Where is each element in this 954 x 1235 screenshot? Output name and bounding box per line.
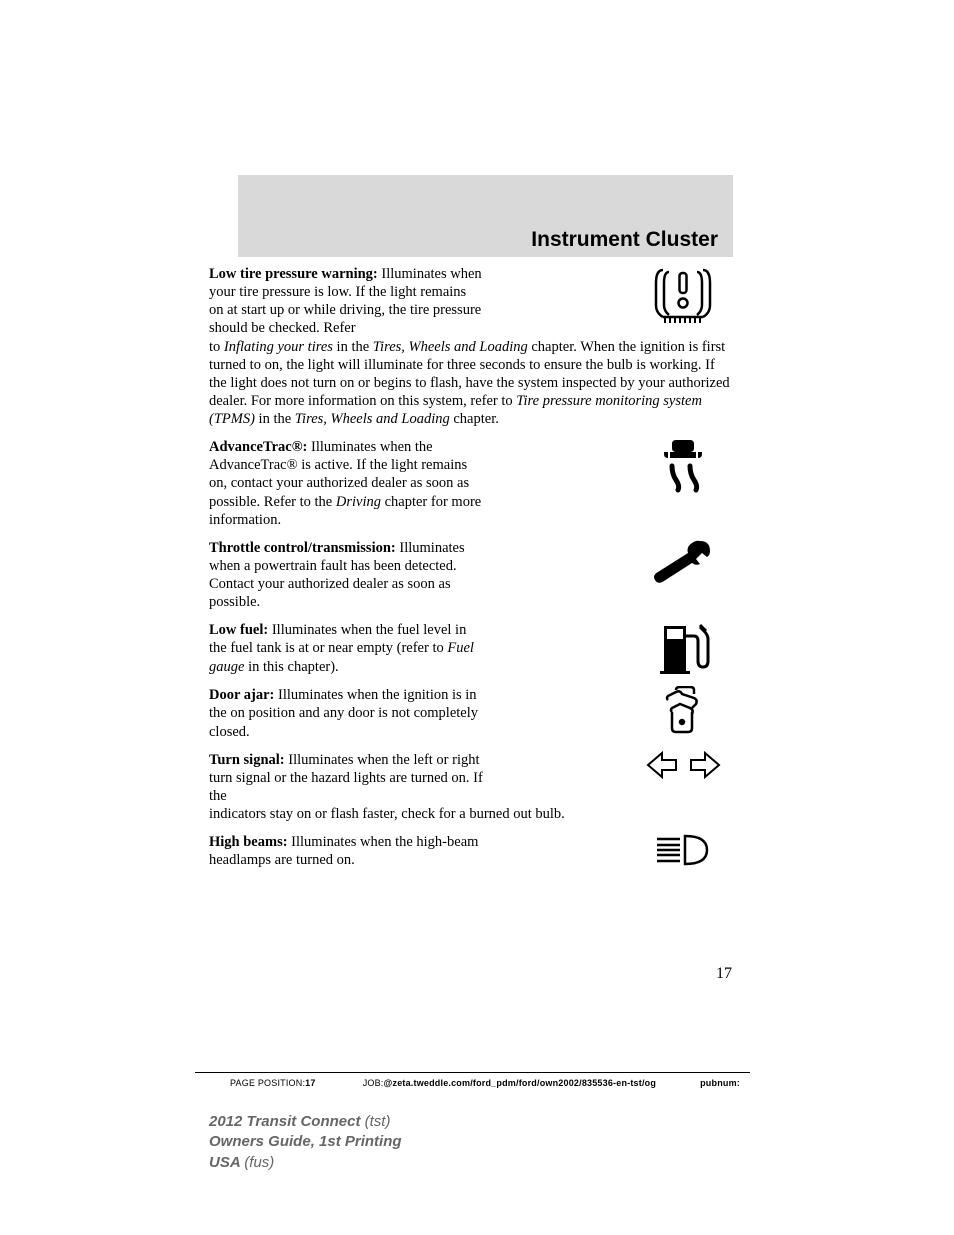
page-content: Low tire pressure warning: Illuminates w… (209, 265, 733, 879)
entry-text: Low tire pressure warning: Illuminates w… (209, 265, 484, 338)
entry-text: Door ajar: Illuminates when the ignition… (209, 686, 484, 740)
entry-continuation: to Inflating your tires in the Tires, Wh… (209, 338, 733, 429)
high-beam-icon (633, 833, 733, 867)
entry-title: Throttle control/transmission: (209, 540, 396, 556)
entry-title: AdvanceTrac®: (209, 439, 307, 455)
entry-text: Turn signal: Illuminates when the left o… (209, 751, 484, 805)
entry-door-ajar: Door ajar: Illuminates when the ignition… (209, 686, 733, 740)
entry-text: Low fuel: Illuminates when the fuel leve… (209, 621, 484, 675)
footer-title: 2012 Transit Connect (tst) Owners Guide,… (209, 1112, 402, 1173)
page-number: 17 (716, 965, 732, 983)
entry-title: Turn signal: (209, 752, 285, 768)
footer-rule (195, 1072, 750, 1073)
tpms-icon (633, 265, 733, 327)
entry-text: Throttle control/transmission: Illuminat… (209, 539, 484, 612)
entry-high-beams: High beams: Illuminates when the high-be… (209, 833, 733, 869)
entry-title: Door ajar: (209, 687, 274, 703)
wrench-icon (633, 539, 733, 584)
section-title: Instrument Cluster (238, 228, 733, 252)
footer-metadata: PAGE POSITION: 17 JOB: @zeta.tweddle.com… (230, 1078, 740, 1088)
turn-signal-icon (633, 751, 733, 779)
entry-throttle: Throttle control/transmission: Illuminat… (209, 539, 733, 612)
entry-advancetrac: AdvanceTrac®: Illuminates when the Advan… (209, 438, 733, 529)
entry-title: Low tire pressure warning: (209, 266, 378, 282)
advancetrac-icon (633, 438, 733, 493)
entry-text: High beams: Illuminates when the high-be… (209, 833, 484, 869)
entry-low-fuel: Low fuel: Illuminates when the fuel leve… (209, 621, 733, 676)
door-ajar-icon (633, 686, 733, 734)
entry-title: Low fuel: (209, 622, 268, 638)
entry-turn-signal: Turn signal: Illuminates when the left o… (209, 751, 733, 824)
entry-text: AdvanceTrac®: Illuminates when the Advan… (209, 438, 484, 529)
fuel-icon (633, 621, 733, 676)
entry-low-tire: Low tire pressure warning: Illuminates w… (209, 265, 733, 428)
entry-title: High beams: (209, 834, 288, 850)
entry-continuation: indicators stay on or flash faster, chec… (209, 805, 733, 823)
